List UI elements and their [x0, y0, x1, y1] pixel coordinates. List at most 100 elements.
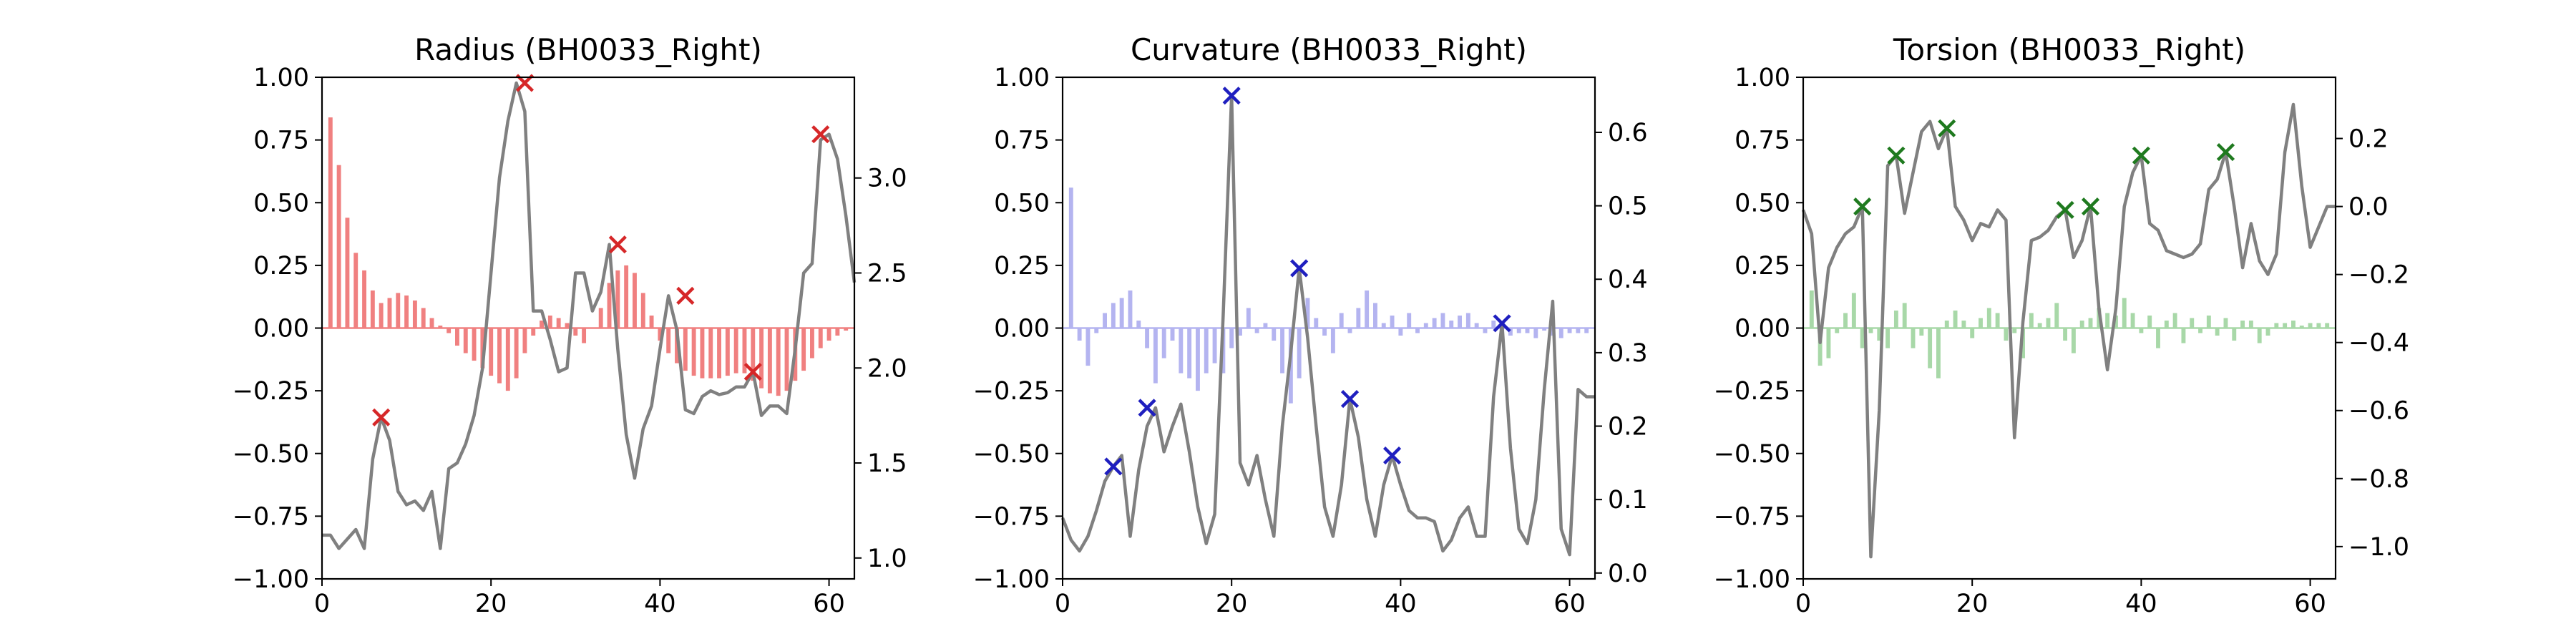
torsion-peak-marker	[1938, 119, 1956, 137]
torsion-right-y-tick-label: 0.2	[2348, 125, 2389, 154]
radius-bar	[801, 328, 806, 371]
curvature-bar	[1305, 298, 1310, 328]
curvature-bars	[1068, 187, 1589, 404]
curvature-left-y-tick-label: 1.00	[994, 64, 1050, 92]
curvature-line-series	[1060, 94, 1595, 557]
radius-panel: Radius (BH0033_Right) 0 20 40 60 −1.00 −0.75…	[233, 32, 907, 618]
radius-bar	[540, 320, 544, 328]
torsion-bar	[1995, 313, 2000, 328]
curvature-bar	[1584, 328, 1589, 333]
curvature-bar	[1339, 313, 1344, 328]
torsion-bar	[1868, 328, 1873, 333]
torsion-peak-marker	[1887, 146, 1906, 165]
curvature-bar	[1483, 328, 1488, 333]
curvature-bar	[1474, 323, 1479, 328]
radius-bar	[666, 328, 671, 353]
torsion-bars	[1809, 290, 2330, 379]
torsion-bar	[2299, 326, 2304, 328]
radius-bar	[784, 328, 789, 391]
torsion-bar	[2004, 328, 2009, 341]
radius-bar	[362, 270, 366, 328]
torsion-bar	[1944, 320, 1949, 328]
curvature-peak-marker	[1340, 389, 1360, 409]
radius-right-y-tick-label: 1.5	[867, 449, 907, 478]
curvature-right-y-tick-label: 0.2	[1608, 413, 1648, 441]
torsion-bar	[2198, 328, 2202, 333]
radius-bar	[404, 295, 409, 328]
torsion-bar	[2190, 318, 2195, 328]
radius-bar	[328, 117, 333, 328]
curvature-bar	[1365, 290, 1370, 328]
curvature-left-y-tick-label: −0.25	[973, 377, 1050, 406]
torsion-x-tick-label: 60	[2294, 590, 2326, 618]
curvature-left-y-tick-label: 0.50	[994, 189, 1050, 218]
radius-right-y-tick-label: 2.5	[867, 259, 907, 288]
torsion-left-y-tick-label: −0.25	[1714, 377, 1790, 406]
radius-bar	[573, 328, 578, 336]
radius-peak-marker	[811, 125, 830, 144]
curvature-bar	[1508, 328, 1513, 336]
radius-line	[322, 81, 857, 550]
radius-bar	[683, 328, 688, 371]
curvature-x-tick-label: 40	[1385, 590, 1417, 618]
curvature-right-y-tick-label: 0.4	[1608, 265, 1648, 294]
radius-bar	[336, 165, 341, 328]
torsion-left-y-tick-label: 0.50	[1735, 189, 1790, 218]
radius-bar	[717, 328, 721, 379]
curvature-x-tick-label: 60	[1553, 590, 1586, 618]
curvature-bar	[1567, 328, 1572, 333]
torsion-right-y-tick-label: −0.8	[2348, 465, 2409, 494]
radius-bar	[472, 328, 477, 361]
radius-bars	[328, 117, 849, 396]
torsion-bar	[2147, 315, 2152, 328]
torsion-bar	[1961, 320, 1966, 328]
radius-left-y-tick-label: −1.00	[233, 565, 309, 594]
torsion-bar	[2012, 328, 2017, 333]
torsion-peak-markers	[1853, 119, 2235, 219]
torsion-bar	[2181, 328, 2186, 343]
curvature-bar	[1246, 308, 1251, 328]
radius-peak-marker	[372, 408, 391, 426]
radius-bar	[691, 328, 696, 376]
curvature-peak-marker	[1493, 314, 1511, 333]
radius-right-y-tick-label: 1.0	[867, 545, 907, 573]
radius-left-y-tick-label: 0.75	[253, 127, 309, 155]
radius-bar	[826, 328, 831, 341]
torsion-bar	[2054, 303, 2059, 328]
torsion-left-y-tick-label: 0.00	[1735, 315, 1790, 343]
torsion-bar	[1928, 328, 1933, 369]
torsion-right-y-tick-label: 0.0	[2348, 193, 2389, 222]
curvature-right-y-tick-label: 0.1	[1608, 486, 1648, 514]
torsion-bar	[2232, 328, 2237, 341]
curvature-bar	[1212, 328, 1217, 364]
radius-x-tick-label: 0	[314, 590, 330, 618]
torsion-bar	[2122, 298, 2127, 328]
radius-bar	[514, 328, 519, 379]
torsion-left-y-axis: −1.00 −0.75 −0.50 −0.25 0.00 0.25 0.50 0.75 1.00	[1714, 64, 1803, 594]
torsion-bar	[1986, 308, 1991, 328]
torsion-bar	[1877, 328, 1882, 341]
torsion-left-y-tick-label: −1.00	[1714, 565, 1790, 594]
torsion-right-y-tick-label: −0.2	[2348, 261, 2409, 290]
torsion-bar	[1919, 328, 1924, 336]
curvature-left-y-tick-label: −1.00	[973, 565, 1050, 594]
radius-bar	[700, 328, 705, 379]
torsion-bar	[2079, 320, 2084, 328]
curvature-x-tick-label: 0	[1055, 590, 1070, 618]
radius-left-y-tick-label: 0.50	[253, 189, 309, 218]
curvature-x-axis: 0 20 40 60	[1055, 579, 1586, 618]
curvature-bar	[1068, 187, 1073, 328]
radius-left-y-tick-label: −0.75	[233, 502, 309, 531]
torsion-x-tick-label: 40	[2125, 590, 2157, 618]
curvature-peak-markers	[1104, 87, 1511, 476]
torsion-panel: Torsion (BH0033_Right) 0 20 40 60 −1.00 −0.7…	[1714, 32, 2409, 618]
curvature-title: Curvature (BH0033_Right)	[1131, 32, 1527, 67]
radius-title: Radius (BH0033_Right)	[414, 32, 762, 67]
radius-bar	[649, 315, 654, 328]
curvature-left-y-axis: −1.00 −0.75 −0.50 −0.25 0.00 0.25 0.50 0.75 1.00	[973, 64, 1063, 594]
torsion-bar	[1902, 303, 1907, 328]
radius-bar	[379, 303, 384, 328]
curvature-bar	[1423, 323, 1428, 328]
curvature-bar	[1533, 328, 1538, 338]
